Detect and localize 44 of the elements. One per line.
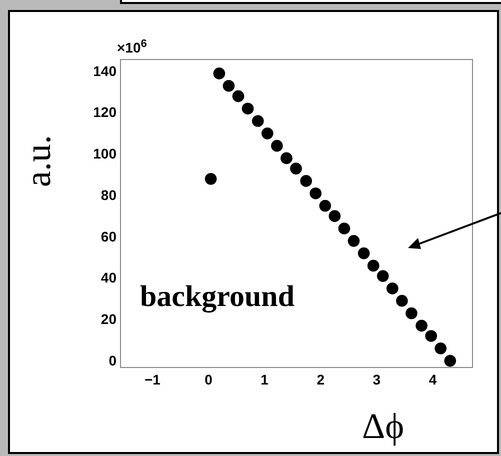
x-tick-label: −1	[144, 372, 161, 388]
y-axis-title: a.u.	[17, 135, 59, 187]
y-tick-label: 80	[100, 186, 117, 203]
x-tick-label: 1	[260, 372, 269, 388]
y-tick-label: 140	[93, 62, 117, 79]
point	[367, 260, 380, 272]
point	[300, 175, 312, 187]
x-tick-label: 4	[428, 372, 437, 388]
x-axis-title: Δϕ	[362, 405, 404, 447]
y-tick-label: 100	[93, 146, 117, 162]
point	[280, 152, 292, 164]
point	[252, 115, 264, 127]
point	[271, 140, 283, 152]
annotation: background	[140, 280, 295, 314]
point	[290, 162, 302, 174]
point	[262, 128, 274, 140]
point	[232, 90, 244, 102]
x-tick-label: 3	[372, 372, 381, 388]
point	[416, 320, 428, 332]
point	[376, 270, 389, 282]
x-tick-label: 0	[204, 372, 213, 388]
point	[406, 307, 418, 320]
point	[204, 172, 217, 185]
text: ×10$^{6}$	[117, 38, 147, 56]
point	[213, 68, 226, 80]
point	[338, 222, 350, 234]
y-tick-label: 20	[100, 310, 117, 327]
point	[434, 342, 447, 354]
point	[328, 210, 341, 222]
y-tick-label: 0	[108, 352, 117, 368]
point	[425, 330, 437, 342]
point	[444, 354, 456, 367]
x-tick-label: 2	[316, 372, 325, 388]
point	[242, 102, 254, 115]
point	[310, 187, 322, 200]
point	[222, 80, 235, 92]
point	[358, 247, 370, 260]
point	[348, 235, 360, 247]
y-tick-label: 40	[100, 270, 117, 286]
point	[386, 282, 398, 294]
point	[319, 200, 332, 212]
y-tick-label: 120	[93, 104, 117, 120]
y-tick-label: 60	[100, 228, 117, 244]
point	[396, 294, 408, 307]
